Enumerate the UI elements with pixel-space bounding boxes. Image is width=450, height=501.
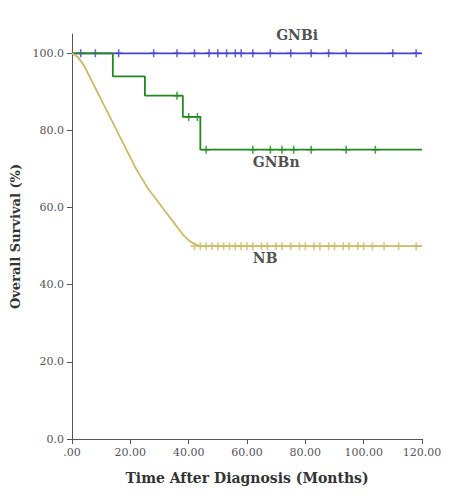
svg-text:Time After Diagnosis (Months): Time After Diagnosis (Months) (125, 470, 368, 486)
svg-text:80.0: 80.0 (40, 124, 65, 137)
svg-text:40.0: 40.0 (40, 278, 65, 291)
svg-text:GNBn: GNBn (253, 154, 300, 170)
svg-text:100.00: 100.00 (344, 446, 383, 459)
svg-text:120.00: 120.00 (403, 446, 442, 459)
svg-text:0.0: 0.0 (47, 433, 65, 446)
svg-text:60.0: 60.0 (40, 201, 65, 214)
svg-text:GNBi: GNBi (276, 27, 318, 43)
svg-text:40.00: 40.00 (173, 446, 205, 459)
svg-text:20.00: 20.00 (115, 446, 147, 459)
svg-text:100.0: 100.0 (33, 47, 65, 60)
svg-text:Overall Survival (%): Overall Survival (%) (8, 164, 23, 309)
svg-text:60.00: 60.00 (231, 446, 263, 459)
svg-text:20.0: 20.0 (40, 355, 65, 368)
svg-text:.00: .00 (63, 446, 81, 459)
svg-text:NB: NB (253, 250, 278, 266)
svg-text:80.00: 80.00 (290, 446, 322, 459)
